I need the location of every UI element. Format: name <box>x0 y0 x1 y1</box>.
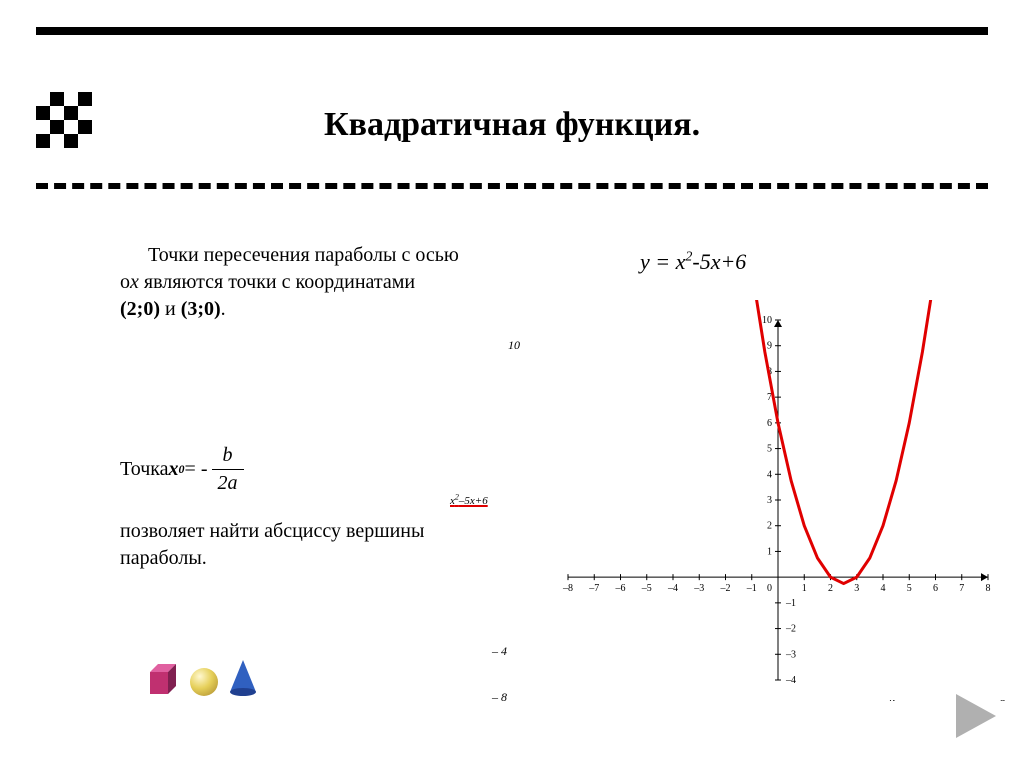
svg-text:–2: –2 <box>785 624 796 635</box>
var-x: х <box>130 271 139 293</box>
text: Точка <box>120 456 169 483</box>
text: являются точки с координатами <box>139 271 415 293</box>
next-slide-button[interactable] <box>956 694 996 738</box>
sphere-icon <box>190 668 218 696</box>
svg-text:1: 1 <box>802 583 807 594</box>
eq-y: у = х <box>640 249 685 274</box>
mini-label-10: 10 <box>508 338 520 353</box>
svg-text:3: 3 <box>767 495 772 506</box>
eq-tail: -5х+6 <box>692 249 746 274</box>
top-rule <box>36 27 988 35</box>
svg-text:7: 7 <box>959 583 964 594</box>
svg-text:–3: –3 <box>693 583 704 594</box>
svg-text:4: 4 <box>767 469 772 480</box>
equals: = - <box>185 456 208 483</box>
svg-text:–7: –7 <box>588 583 599 594</box>
svg-text:0: 0 <box>767 583 772 594</box>
dashed-rule <box>36 183 988 189</box>
svg-text:5: 5 <box>767 444 772 455</box>
svg-text:–5: –5 <box>641 583 652 594</box>
svg-text:–8: –8 <box>562 583 573 594</box>
svg-text:1: 1 <box>767 546 772 557</box>
equation-label: у = х2-5х+6 <box>640 249 746 275</box>
slide-title: Квадратичная функция. <box>0 106 1024 144</box>
paragraph-vertex-explain: позволяет найти абсциссу вершины парабол… <box>120 518 460 572</box>
cone-icon <box>228 658 258 698</box>
mini-label-m8: – 8 <box>492 690 507 705</box>
text: . <box>221 298 226 320</box>
mini-label-formula: х2–5х+6 <box>450 492 488 507</box>
var-x: х <box>169 456 179 483</box>
text: и <box>160 298 181 320</box>
mf-tail: –5х+6 <box>459 495 488 507</box>
point-1: (2;0) <box>120 298 160 320</box>
svg-text:2: 2 <box>828 583 833 594</box>
svg-text:5: 5 <box>907 583 912 594</box>
svg-text:–3: –3 <box>785 649 796 660</box>
paragraph-vertex-formula: Точка х0 = - b 2a <box>120 442 460 497</box>
svg-text:2: 2 <box>767 521 772 532</box>
numerator: b <box>212 442 244 470</box>
svg-text:9: 9 <box>767 341 772 352</box>
parabola-chart: –8–7–6–5–4–3–2–112345678–4–3–2–112345678… <box>548 300 1008 700</box>
svg-text:–4: –4 <box>785 675 796 686</box>
fraction: b 2a <box>212 442 244 497</box>
svg-text:3: 3 <box>854 583 859 594</box>
mini-label-m4: – 4 <box>492 644 507 659</box>
svg-text:8: 8 <box>986 583 991 594</box>
point-2: (3;0) <box>181 298 221 320</box>
denominator: 2a <box>212 470 244 497</box>
svg-text:–6: –6 <box>615 583 626 594</box>
svg-text:–1: –1 <box>785 598 796 609</box>
svg-text:6: 6 <box>933 583 938 594</box>
svg-text:6: 6 <box>767 418 772 429</box>
svg-text:4: 4 <box>881 583 886 594</box>
paragraph-intersections: Точки пересечения параболы с осью ох явл… <box>120 242 460 323</box>
svg-text:–2: –2 <box>720 583 731 594</box>
cube-icon <box>144 662 182 700</box>
svg-text:–4: –4 <box>667 583 678 594</box>
svg-text:–1: –1 <box>746 583 757 594</box>
svg-text:10: 10 <box>762 315 772 326</box>
